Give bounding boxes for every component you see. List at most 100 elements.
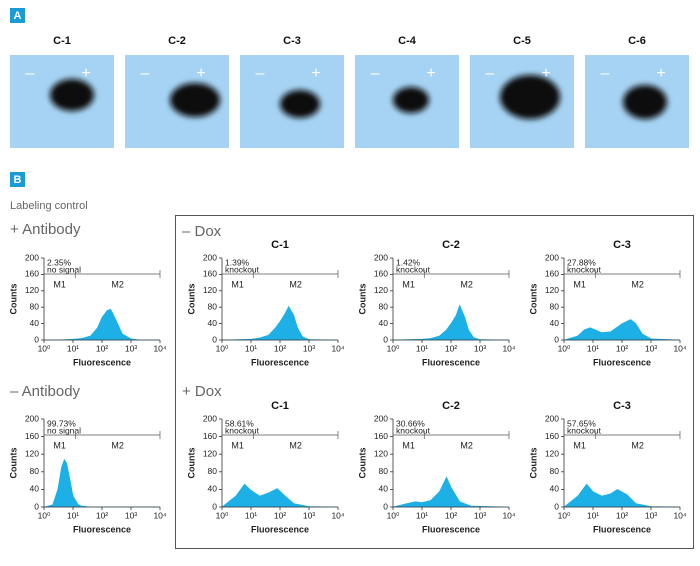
lane-minus: – bbox=[141, 65, 150, 82]
y-tick-label: 40 bbox=[550, 484, 560, 494]
panel-label: A bbox=[14, 10, 22, 22]
lane-plus: + bbox=[656, 65, 665, 82]
y-tick-label: 160 bbox=[203, 269, 217, 279]
histogram-area bbox=[44, 308, 160, 341]
x-tick-label: 10⁰ bbox=[216, 510, 229, 520]
x-tick-label: 10¹ bbox=[587, 343, 599, 353]
histogram-area bbox=[43, 458, 160, 508]
histogram-area bbox=[221, 305, 339, 341]
y-tick-label: 0 bbox=[383, 334, 388, 344]
percent-label: 30.66% bbox=[396, 418, 425, 428]
y-tick-label: 80 bbox=[379, 301, 389, 311]
lane-minus: – bbox=[26, 65, 35, 82]
x-tick-label: 10³ bbox=[125, 510, 137, 520]
chart-title: C-2 bbox=[442, 400, 460, 412]
y-axis-label: Counts bbox=[357, 448, 367, 479]
y-tick-label: 40 bbox=[379, 318, 389, 328]
gate-label: M1 bbox=[53, 440, 66, 450]
x-tick-label: 10⁰ bbox=[558, 343, 571, 353]
x-tick-label: 10⁴ bbox=[331, 510, 344, 520]
y-tick-label: 120 bbox=[545, 285, 559, 295]
x-tick-label: 10³ bbox=[645, 343, 657, 353]
y-tick-label: 120 bbox=[203, 285, 217, 295]
y-tick-label: 40 bbox=[208, 484, 218, 494]
histogram-area bbox=[221, 483, 339, 508]
percent-label: 27.88% bbox=[567, 257, 596, 267]
group-label: + Dox bbox=[182, 383, 222, 400]
group-label: – Antibody bbox=[10, 383, 81, 400]
y-tick-label: 120 bbox=[203, 448, 217, 458]
chart-title: C-3 bbox=[613, 239, 631, 251]
x-axis-label: Fluorescence bbox=[73, 357, 131, 367]
blot-band bbox=[280, 90, 320, 118]
lane-title: C-6 bbox=[628, 35, 646, 47]
x-tick-label: 10⁰ bbox=[38, 510, 51, 520]
gate-label: M1 bbox=[231, 279, 244, 289]
gate-label: M1 bbox=[402, 440, 415, 450]
panel-label: B bbox=[14, 174, 22, 186]
gate-label: M1 bbox=[573, 440, 586, 450]
gate-note: knockout bbox=[396, 425, 431, 435]
y-axis-label: Counts bbox=[357, 284, 367, 315]
gate-note: knockout bbox=[567, 425, 602, 435]
x-tick-label: 10¹ bbox=[245, 343, 257, 353]
y-tick-label: 40 bbox=[208, 318, 218, 328]
blot-band bbox=[623, 85, 667, 119]
gate-label: M2 bbox=[631, 279, 644, 289]
y-tick-label: 200 bbox=[374, 413, 388, 423]
histogram-area bbox=[392, 476, 510, 508]
gate-label: M2 bbox=[460, 440, 473, 450]
y-tick-label: 160 bbox=[374, 269, 388, 279]
y-tick-label: 0 bbox=[554, 334, 559, 344]
x-tick-label: 10³ bbox=[645, 510, 657, 520]
x-tick-label: 10¹ bbox=[587, 510, 599, 520]
lane-title: C-5 bbox=[513, 35, 531, 47]
gate-label: M2 bbox=[111, 279, 124, 289]
gate-note: no signal bbox=[47, 264, 81, 274]
x-tick-label: 10² bbox=[616, 510, 628, 520]
y-tick-label: 40 bbox=[379, 484, 389, 494]
y-axis-label: Counts bbox=[8, 284, 18, 315]
y-tick-label: 120 bbox=[374, 285, 388, 295]
chart-title: C-1 bbox=[271, 239, 289, 251]
x-tick-label: 10⁴ bbox=[331, 343, 344, 353]
y-tick-label: 160 bbox=[25, 269, 39, 279]
percent-label: 58.61% bbox=[225, 418, 254, 428]
x-tick-label: 10³ bbox=[125, 343, 137, 353]
labeling-note: Labeling control bbox=[10, 200, 88, 212]
x-axis-label: Fluorescence bbox=[73, 524, 131, 534]
percent-label: 99.73% bbox=[47, 418, 76, 428]
x-tick-label: 10³ bbox=[303, 343, 315, 353]
gate-label: M1 bbox=[231, 440, 244, 450]
y-tick-label: 0 bbox=[554, 501, 559, 511]
x-tick-label: 10³ bbox=[303, 510, 315, 520]
chart-title: C-3 bbox=[613, 400, 631, 412]
y-tick-label: 200 bbox=[203, 252, 217, 262]
y-axis-label: Counts bbox=[528, 284, 538, 315]
lane-plus: + bbox=[196, 65, 205, 82]
gate-note: knockout bbox=[225, 264, 260, 274]
y-tick-label: 160 bbox=[25, 431, 39, 441]
y-tick-label: 80 bbox=[208, 466, 218, 476]
y-tick-label: 0 bbox=[212, 334, 217, 344]
group-label: + Antibody bbox=[10, 221, 81, 238]
x-axis-label: Fluorescence bbox=[422, 524, 480, 534]
y-tick-label: 0 bbox=[383, 501, 388, 511]
group-label: – Dox bbox=[182, 223, 222, 240]
y-tick-label: 80 bbox=[550, 466, 560, 476]
y-tick-label: 160 bbox=[545, 431, 559, 441]
gate-label: M1 bbox=[402, 279, 415, 289]
y-tick-label: 80 bbox=[208, 301, 218, 311]
x-tick-label: 10² bbox=[96, 510, 108, 520]
panel-label-box bbox=[10, 8, 25, 23]
y-tick-label: 40 bbox=[550, 318, 560, 328]
x-axis-label: Fluorescence bbox=[593, 357, 651, 367]
x-tick-label: 10² bbox=[445, 343, 457, 353]
y-tick-label: 200 bbox=[374, 252, 388, 262]
x-tick-label: 10² bbox=[445, 510, 457, 520]
y-tick-label: 80 bbox=[30, 301, 40, 311]
y-tick-label: 200 bbox=[545, 413, 559, 423]
blot-band bbox=[393, 87, 429, 113]
gate-note: no signal bbox=[47, 425, 81, 435]
